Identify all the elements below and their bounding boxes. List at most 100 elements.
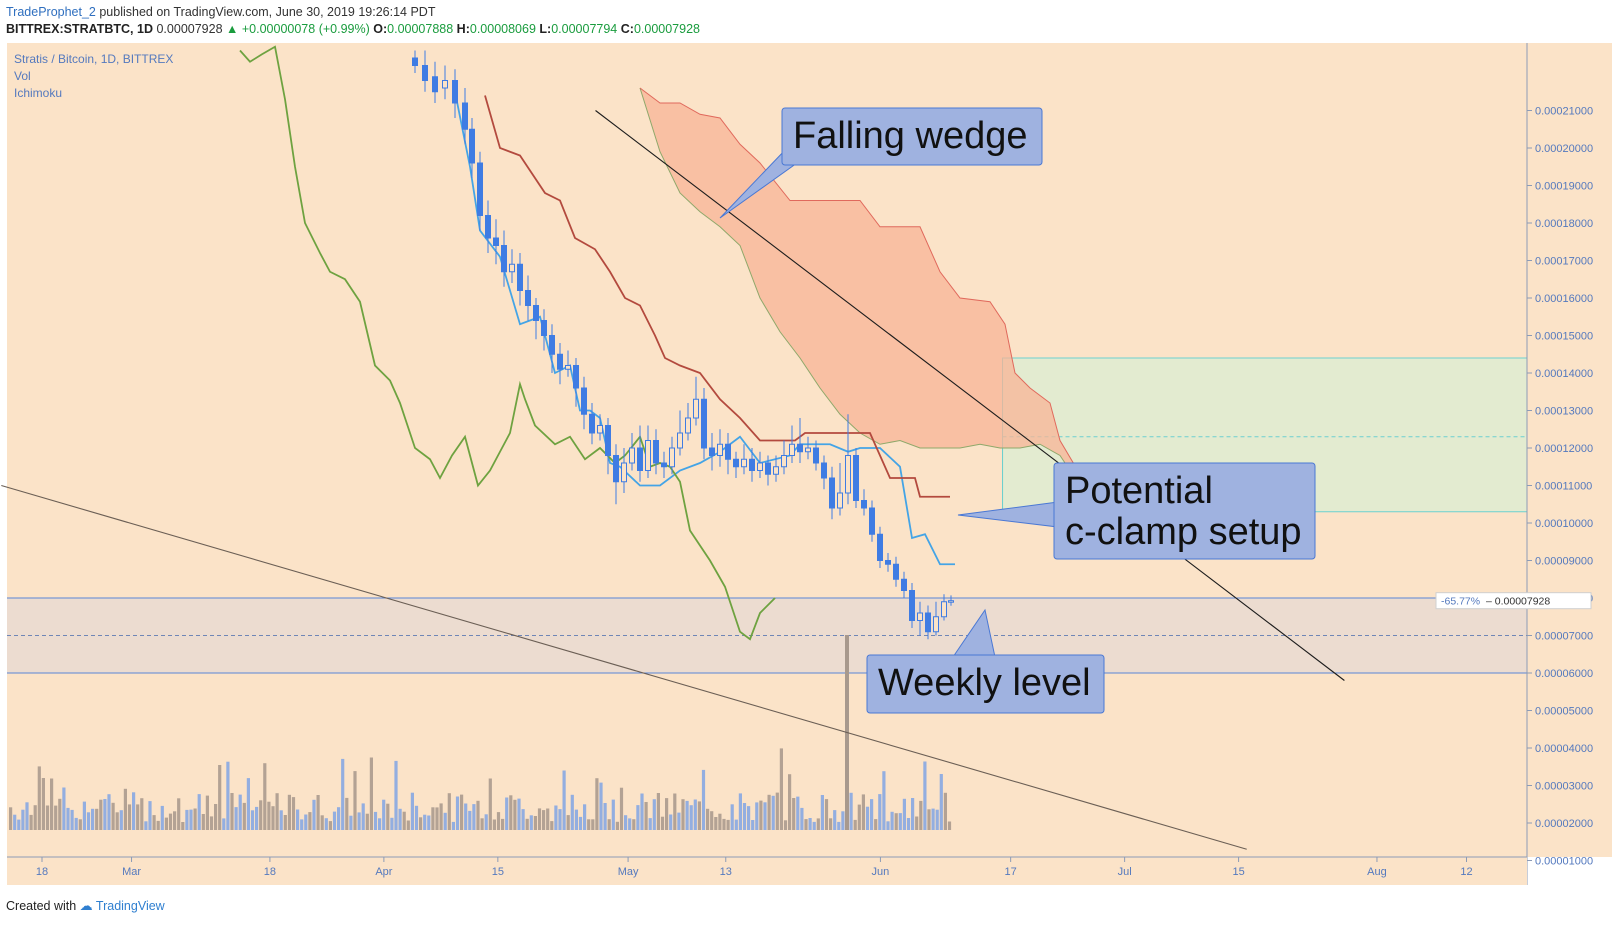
- candle-body: [829, 477, 835, 509]
- volume-bar: [291, 797, 296, 830]
- x-axis-tick-label: 15: [1232, 866, 1244, 878]
- candle-body: [917, 612, 923, 621]
- candle-body: [877, 533, 883, 561]
- candle-body: [677, 432, 683, 449]
- volume-bar: [472, 804, 476, 830]
- volume-bar: [796, 796, 800, 830]
- volume-bar: [673, 793, 677, 830]
- volume-bar: [259, 800, 263, 830]
- volume-bar: [267, 801, 271, 830]
- candle-body: [653, 440, 659, 464]
- close-value: 0.00007928: [633, 22, 700, 36]
- candle-body: [669, 447, 675, 468]
- volume-bar: [927, 809, 931, 830]
- volume-bar: [697, 801, 701, 830]
- volume-bar: [890, 811, 894, 830]
- price-axis[interactable]: [1527, 43, 1612, 857]
- volume-bar: [562, 770, 566, 830]
- volume-bar: [525, 818, 529, 830]
- volume-bar: [878, 794, 882, 830]
- volume-bar: [451, 821, 455, 830]
- candle-body: [837, 492, 843, 509]
- volume-bar: [349, 815, 353, 830]
- candle-body: [853, 455, 859, 501]
- volume-bar: [173, 811, 177, 830]
- volume-bar: [234, 807, 238, 830]
- falling-wedge-callout-box[interactable]: [781, 107, 1043, 166]
- volume-bar: [882, 771, 886, 830]
- volume-bar: [849, 792, 853, 830]
- volume-bar: [947, 821, 952, 830]
- volume-bar: [275, 793, 279, 830]
- volume-bar: [29, 814, 33, 830]
- weekly-level-callout-box[interactable]: [866, 654, 1105, 714]
- volume-bar: [935, 809, 939, 830]
- volume-bar: [66, 807, 70, 830]
- volume-bar: [136, 804, 140, 830]
- volume-bar: [226, 761, 230, 830]
- volume-bar: [706, 808, 710, 830]
- volume-bar: [558, 809, 562, 830]
- candle-body: [861, 500, 867, 509]
- volume-bar: [373, 811, 378, 830]
- volume-bar: [435, 807, 439, 830]
- candle-body: [469, 128, 475, 164]
- tradingview-brand[interactable]: TradingView: [95, 899, 165, 913]
- volume-bar: [447, 793, 451, 830]
- y-axis-tick-label: 0.00014000: [1535, 368, 1593, 380]
- volume-bar: [222, 818, 226, 830]
- volume-bar: [181, 822, 185, 830]
- candle-body: [845, 455, 851, 494]
- time-axis[interactable]: [7, 857, 1527, 885]
- price-tag-pct: -65.77%: [1441, 596, 1480, 608]
- candle-body: [661, 462, 667, 468]
- volume-bar: [86, 812, 91, 830]
- wedge-upper-trendline[interactable]: [595, 110, 1345, 681]
- wedge-lower-trendline[interactable]: [1, 484, 1247, 850]
- ichimoku-cloud: [640, 88, 1125, 523]
- x-axis-tick-label: Jun: [872, 866, 890, 878]
- volume-bar: [496, 812, 501, 830]
- volume-bar: [164, 817, 168, 830]
- volume-bar: [714, 817, 718, 830]
- volume-bar: [771, 795, 775, 830]
- volume-bar: [505, 797, 509, 830]
- low-value: 0.00007794: [551, 22, 618, 36]
- author-link[interactable]: TradeProphet_2: [6, 5, 96, 19]
- candle-body: [933, 616, 939, 633]
- candle-body: [685, 417, 691, 434]
- candle-body: [948, 600, 954, 603]
- c-clamp-callout-box[interactable]: [1053, 462, 1316, 560]
- candle-body: [629, 447, 635, 464]
- tenkan-line: [454, 91, 955, 566]
- volume-bar: [406, 820, 410, 830]
- volume-bar: [857, 804, 861, 830]
- volume-bar: [168, 813, 173, 830]
- volume-bar: [345, 797, 349, 830]
- volume-bar: [103, 799, 107, 830]
- volume-bar: [214, 804, 218, 830]
- volume-bar: [898, 813, 902, 830]
- volume-bar: [931, 808, 935, 830]
- candle-body: [613, 455, 619, 483]
- volume-bar: [328, 821, 332, 830]
- volume-bar: [870, 799, 874, 830]
- volume-bar: [533, 816, 537, 830]
- volume-bar: [632, 819, 636, 830]
- weekly-level-callout-text: Weekly level: [878, 662, 1091, 704]
- volume-bar: [726, 819, 730, 830]
- volume-bar: [443, 812, 447, 830]
- candle-body: [821, 462, 827, 479]
- volume-bar: [62, 787, 66, 830]
- volume-bar: [865, 806, 870, 830]
- high-value: 0.00008069: [469, 22, 536, 36]
- volume-bar: [636, 805, 640, 830]
- volume-bar: [341, 758, 345, 830]
- volume-bar: [271, 806, 275, 830]
- c-clamp-callout-text: Potential: [1065, 470, 1213, 512]
- volume-bar: [509, 795, 513, 830]
- volume-bar: [574, 809, 578, 830]
- price-tag-value: – 0.00007928: [1486, 596, 1550, 608]
